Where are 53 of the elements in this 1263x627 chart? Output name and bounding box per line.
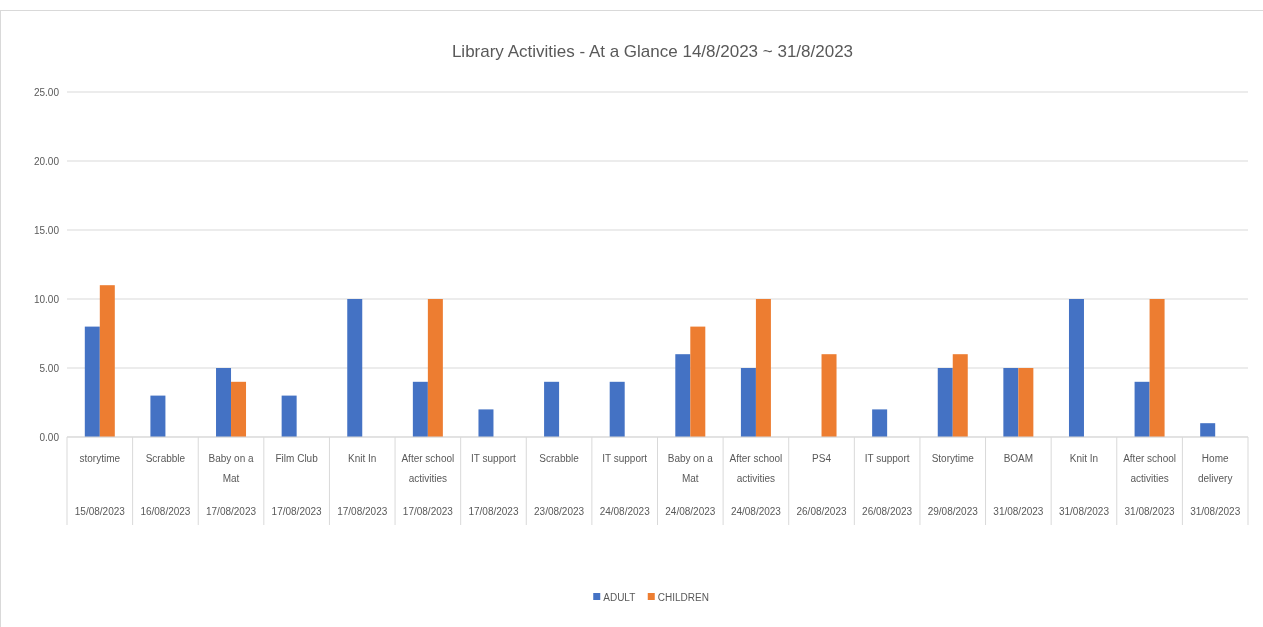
y-tick-label: 10.00 <box>33 294 60 305</box>
bar <box>347 299 363 437</box>
bar <box>1068 299 1084 437</box>
y-tick-label: 20.00 <box>33 156 60 167</box>
bar <box>412 381 428 437</box>
bar <box>937 368 953 437</box>
bar <box>675 354 691 437</box>
legend-label: CHILDREN <box>657 592 709 603</box>
category-label: Baby on a Mat 17/08/2023 <box>206 453 257 517</box>
bar <box>281 395 297 437</box>
category-label: IT support 26/08/2023 <box>862 453 913 517</box>
bar <box>609 381 625 437</box>
category-label: BOAM 31/08/2023 <box>993 453 1044 517</box>
y-tick-label: 0.00 <box>39 432 60 443</box>
category-label: After school activities 24/08/2023 <box>729 453 783 517</box>
y-tick-label: 5.00 <box>39 363 60 374</box>
category-label: Knit In 17/08/2023 <box>337 453 388 517</box>
category-label: storytime 15/08/2023 <box>74 453 125 517</box>
bar <box>1018 368 1034 437</box>
category-label: After school activities 17/08/2023 <box>401 453 455 517</box>
bar <box>821 354 837 437</box>
category-label: Home delivery 31/08/2023 <box>1190 453 1241 517</box>
bar <box>231 381 247 437</box>
category-label: Scrabble 16/08/2023 <box>140 453 191 517</box>
bar <box>952 354 968 437</box>
bar <box>427 299 443 437</box>
y-tick-label: 25.00 <box>33 87 60 98</box>
bar <box>690 326 706 437</box>
category-label: IT support 17/08/2023 <box>468 453 519 517</box>
category-label: PS4 26/08/2023 <box>796 453 847 517</box>
bar <box>755 299 771 437</box>
y-tick-label: 15.00 <box>33 225 60 236</box>
chart-title: Library Activities - At a Glance 14/8/2023 ~ 31/8/2023 <box>451 42 854 61</box>
category-label: After school activities 31/08/2023 <box>1123 453 1176 517</box>
bar <box>1149 299 1165 437</box>
bar <box>544 381 560 437</box>
bar <box>1200 423 1216 437</box>
bar <box>872 409 888 437</box>
bar <box>1134 381 1150 437</box>
category-label: Film Club 17/08/2023 <box>271 453 322 517</box>
category-label: Scrabble 23/08/2023 <box>534 453 585 517</box>
bar <box>216 368 232 437</box>
category-label: Knit In 31/08/2023 <box>1058 453 1109 517</box>
legend-label: ADULT <box>603 592 636 603</box>
category-label: IT support 24/08/2023 <box>599 453 650 517</box>
bar <box>150 395 166 437</box>
bar <box>84 326 100 437</box>
category-label: Storytime 29/08/2023 <box>927 453 978 517</box>
bar <box>740 368 756 437</box>
bar <box>1003 368 1019 437</box>
category-label: Baby on a Mat 24/08/2023 <box>665 453 716 517</box>
bar <box>99 285 115 437</box>
bar <box>478 409 494 437</box>
